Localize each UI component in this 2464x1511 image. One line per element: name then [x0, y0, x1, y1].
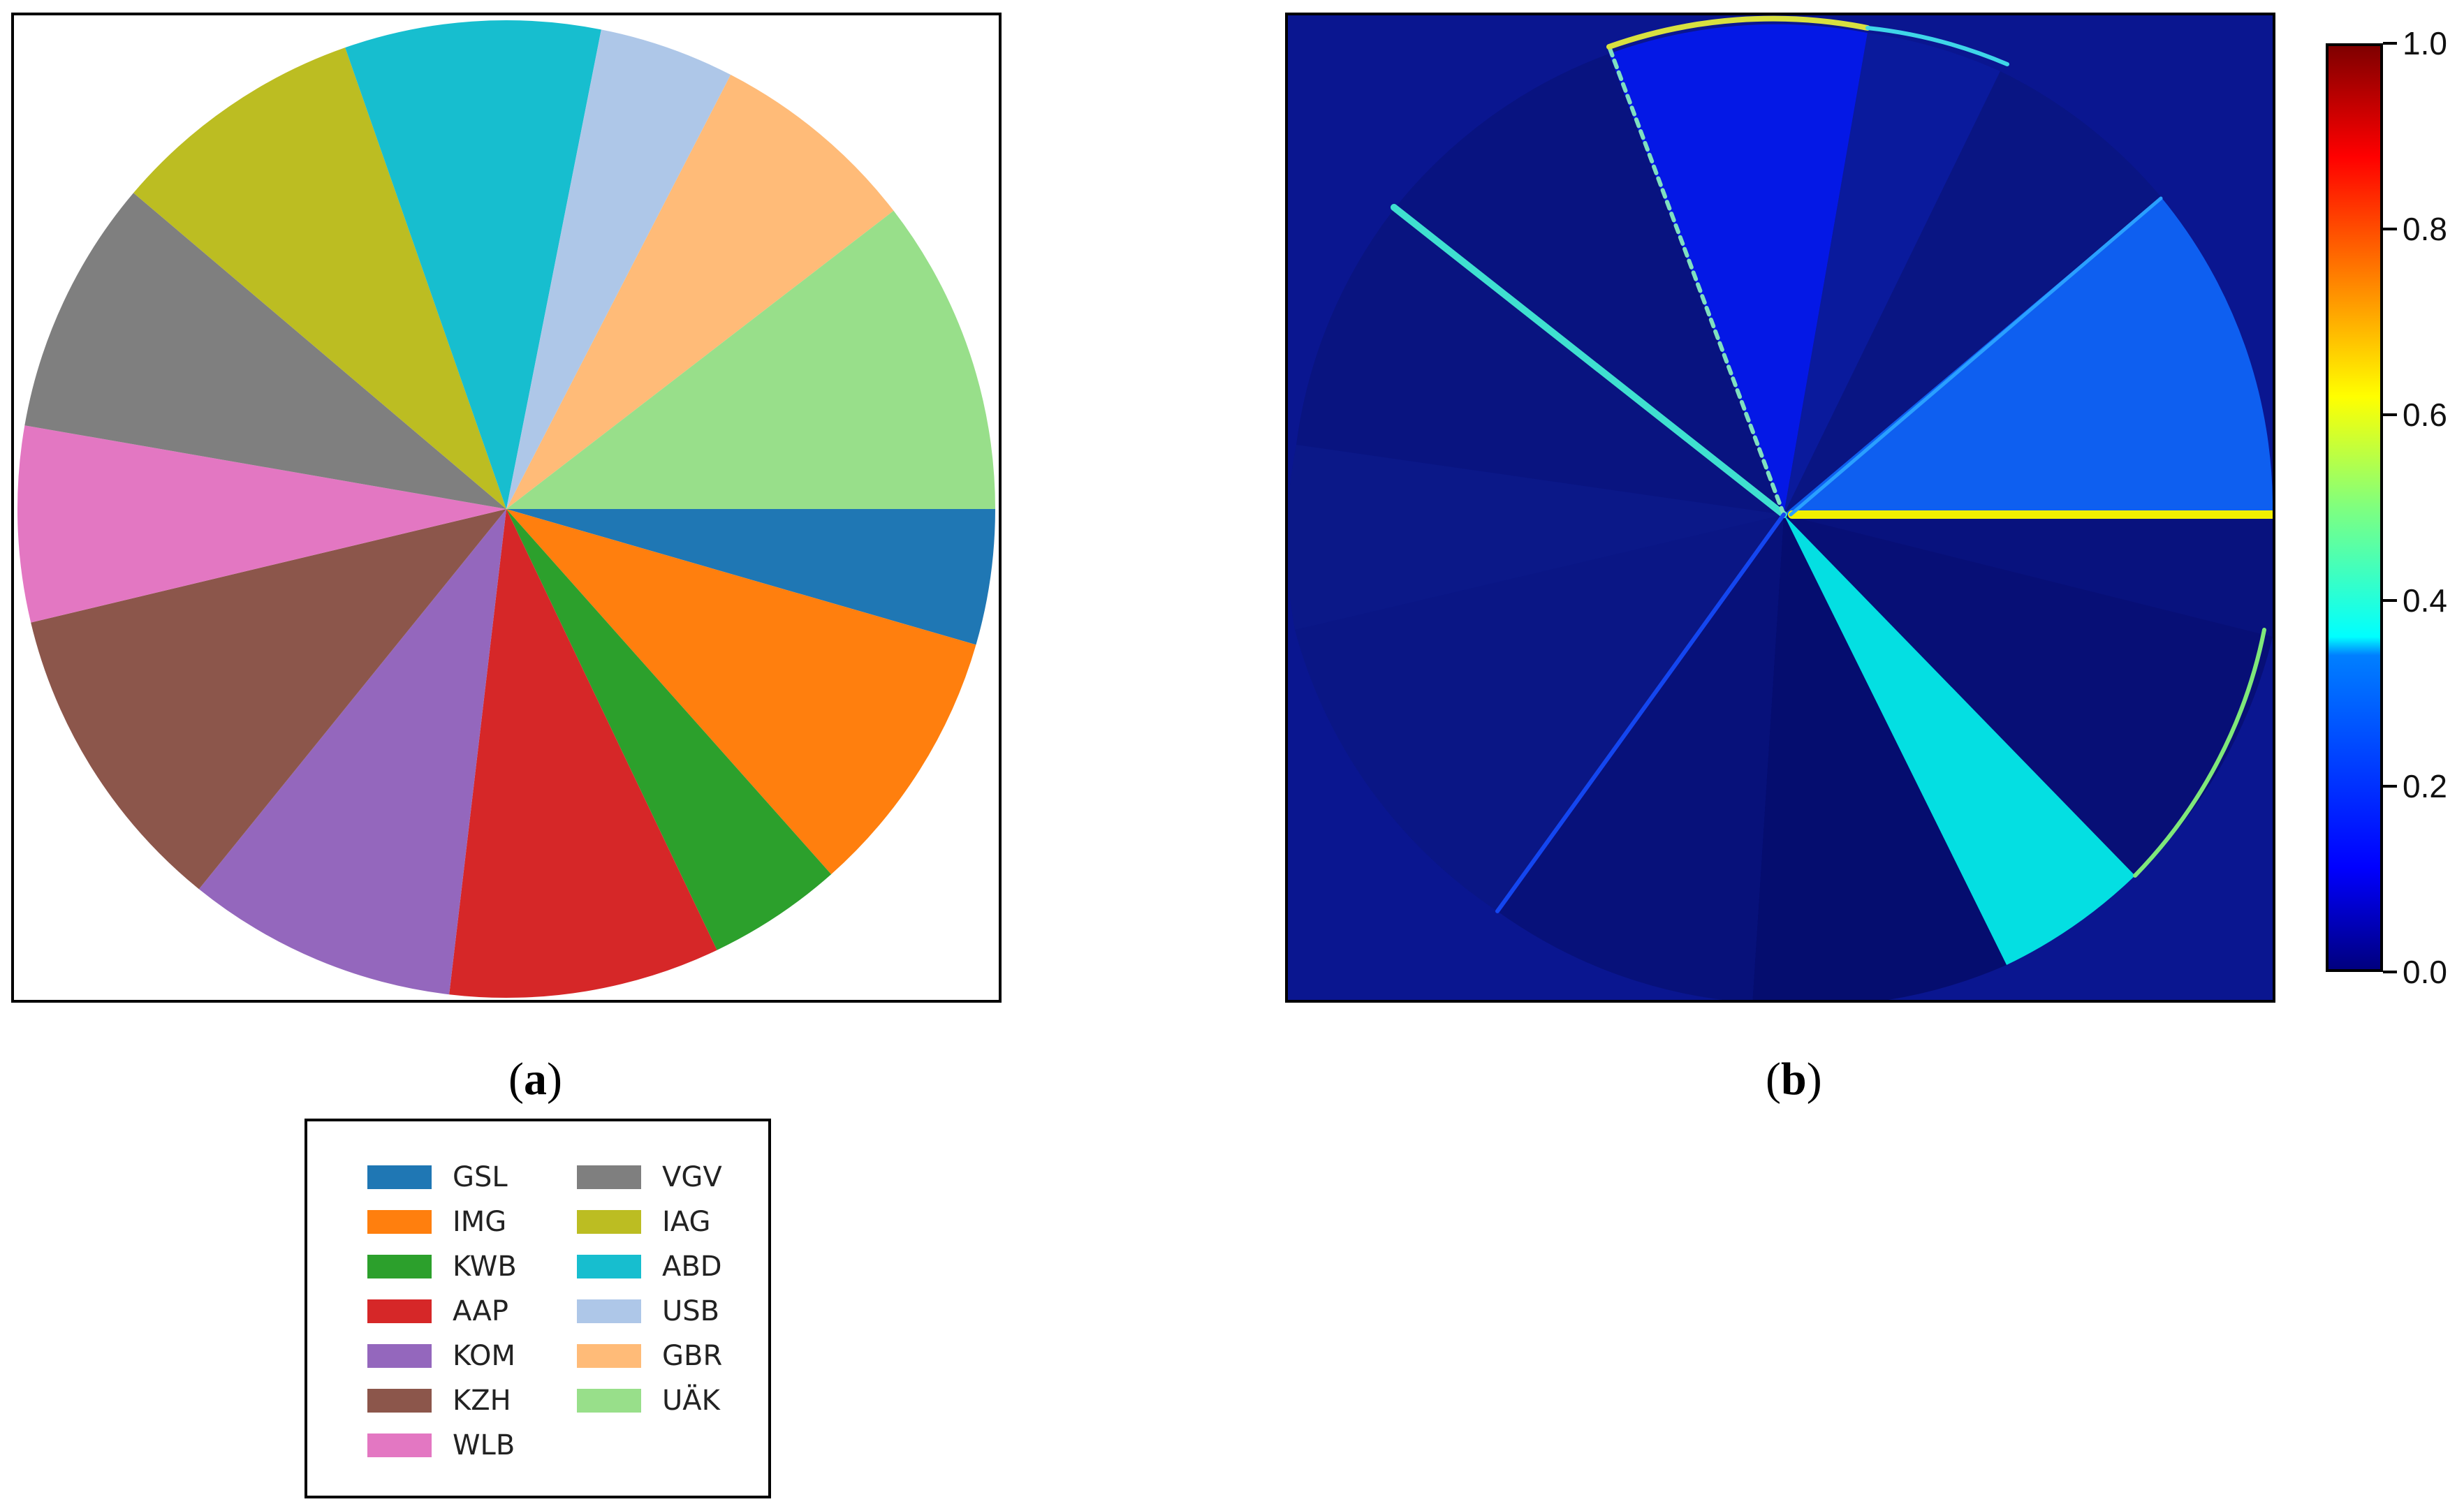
heatmap-sector-aap: [1752, 515, 2007, 1000]
colorbar-tick: [2383, 971, 2397, 973]
caption-b: (b): [1766, 1054, 1822, 1105]
colorbar-tick: [2383, 413, 2397, 416]
pie-slice-uäk: [506, 210, 995, 509]
heatmap-sector-kwb: [1784, 515, 2135, 965]
heatmap-sector-iag: [1393, 54, 1784, 515]
legend-label: AAP: [453, 1295, 508, 1327]
legend-entry: VGV: [577, 1161, 722, 1193]
heatmap-sector-kzh: [1295, 515, 1784, 911]
pie-chart: [17, 20, 995, 998]
colorbar: [2326, 43, 2383, 972]
legend-swatch: [367, 1344, 432, 1368]
legend-swatch: [367, 1389, 432, 1413]
pie-slice-kom: [198, 509, 506, 995]
heatmap-panel: [1285, 13, 2275, 1003]
legend-swatch: [367, 1210, 432, 1234]
pie-slice-vgv: [24, 193, 507, 509]
colorbar-tick-label: 1.0: [2403, 25, 2447, 61]
caption-a: (a): [508, 1054, 562, 1105]
pie-slice-abd: [345, 20, 601, 509]
legend-label: IAG: [662, 1206, 711, 1238]
legend-entry: USB: [577, 1295, 720, 1327]
legend-swatch: [577, 1210, 641, 1234]
legend-entry: GSL: [367, 1161, 508, 1193]
heatmap-boundaries: [1391, 15, 2273, 913]
legend-label: ABD: [662, 1251, 722, 1283]
legend-entry: KOM: [367, 1340, 516, 1372]
pie-slice-iag: [133, 47, 507, 510]
legend-entry: IAG: [577, 1206, 711, 1238]
colorbar-tick-label: 0.6: [2403, 397, 2447, 433]
legend-entry: IMG: [367, 1206, 507, 1238]
colorbar-tick-label: 0.4: [2403, 582, 2447, 619]
pie-slice-gbr: [506, 75, 894, 510]
pie-chart-panel: [11, 13, 1002, 1003]
legend-entry: GBR: [577, 1340, 723, 1372]
heatmap-sector-uak: [1784, 197, 2273, 515]
pie-slice-kwb: [506, 509, 832, 950]
legend-label: WLB: [453, 1429, 515, 1461]
colorbar-tick: [2383, 599, 2397, 602]
heatmap-boundary-line: [1607, 45, 1786, 517]
heatmap-sector-wlb: [1288, 445, 1784, 630]
pie-legend: GSL IMG KWB AAP KOM KZH WLB VGV IAG ABD USB GBR UÄK: [305, 1119, 771, 1498]
legend-label: GBR: [662, 1340, 723, 1372]
pie-slice-img: [506, 509, 976, 875]
heatmap-sector-kom: [1497, 515, 1784, 1000]
legend-swatch: [577, 1299, 641, 1323]
legend-label: GSL: [453, 1161, 508, 1193]
colorbar-tick: [2383, 785, 2397, 788]
heatmap-boundary-arc: [1606, 15, 1870, 50]
heatmap-sector-abd: [1609, 24, 1868, 515]
legend-entry: KZH: [367, 1385, 511, 1417]
legend-entry: WLB: [367, 1429, 515, 1461]
legend-swatch: [577, 1255, 641, 1278]
legend-swatch: [577, 1344, 641, 1368]
legend-entry: AAP: [367, 1295, 508, 1327]
legend-swatch: [367, 1165, 432, 1189]
heatmap-sector-gbr: [1784, 71, 2161, 515]
legend-swatch: [367, 1433, 432, 1457]
colorbar-tick-label: 0.0: [2403, 954, 2447, 990]
legend-swatch: [367, 1255, 432, 1278]
legend-label: USB: [662, 1295, 720, 1327]
legend-label: VGV: [662, 1161, 722, 1193]
legend-label: KWB: [453, 1251, 517, 1283]
heatmap-sector-vgv: [1296, 211, 1784, 515]
legend-label: IMG: [453, 1206, 507, 1238]
pie-slice-wlb: [17, 425, 507, 623]
pie-slice-aap: [449, 509, 717, 998]
legend-label: UÄK: [662, 1385, 720, 1417]
legend-entry: UÄK: [577, 1385, 720, 1417]
legend-entry: KWB: [367, 1251, 517, 1283]
heatmap-boundary-arc: [2133, 628, 2266, 878]
heatmap-boundary-line: [1391, 204, 1787, 518]
legend-swatch: [577, 1389, 641, 1413]
pie-slice-kzh: [31, 509, 507, 890]
heatmap-boundary-line: [1789, 196, 2163, 517]
pie-slice-gsl: [506, 509, 995, 645]
legend-swatch: [577, 1165, 641, 1189]
legend-entry: ABD: [577, 1251, 722, 1283]
heatmap-boundary-arc: [1865, 26, 2009, 66]
heatmap-image: [1288, 15, 2273, 1000]
heatmap-sectors: [1288, 24, 2273, 1000]
pie-slice-usb: [506, 29, 731, 509]
heatmap-boundary-line: [1495, 513, 1786, 913]
colorbar-tick: [2383, 228, 2397, 230]
colorbar-tick: [2383, 42, 2397, 45]
heatmap-sector-usb: [1784, 33, 2000, 515]
legend-label: KZH: [453, 1385, 511, 1417]
colorbar-tick-label: 0.2: [2403, 768, 2447, 804]
heatmap-sector-img: [1784, 515, 2273, 876]
colorbar-tick-label: 0.8: [2403, 211, 2447, 247]
legend-label: KOM: [453, 1340, 516, 1372]
legend-swatch: [367, 1299, 432, 1323]
